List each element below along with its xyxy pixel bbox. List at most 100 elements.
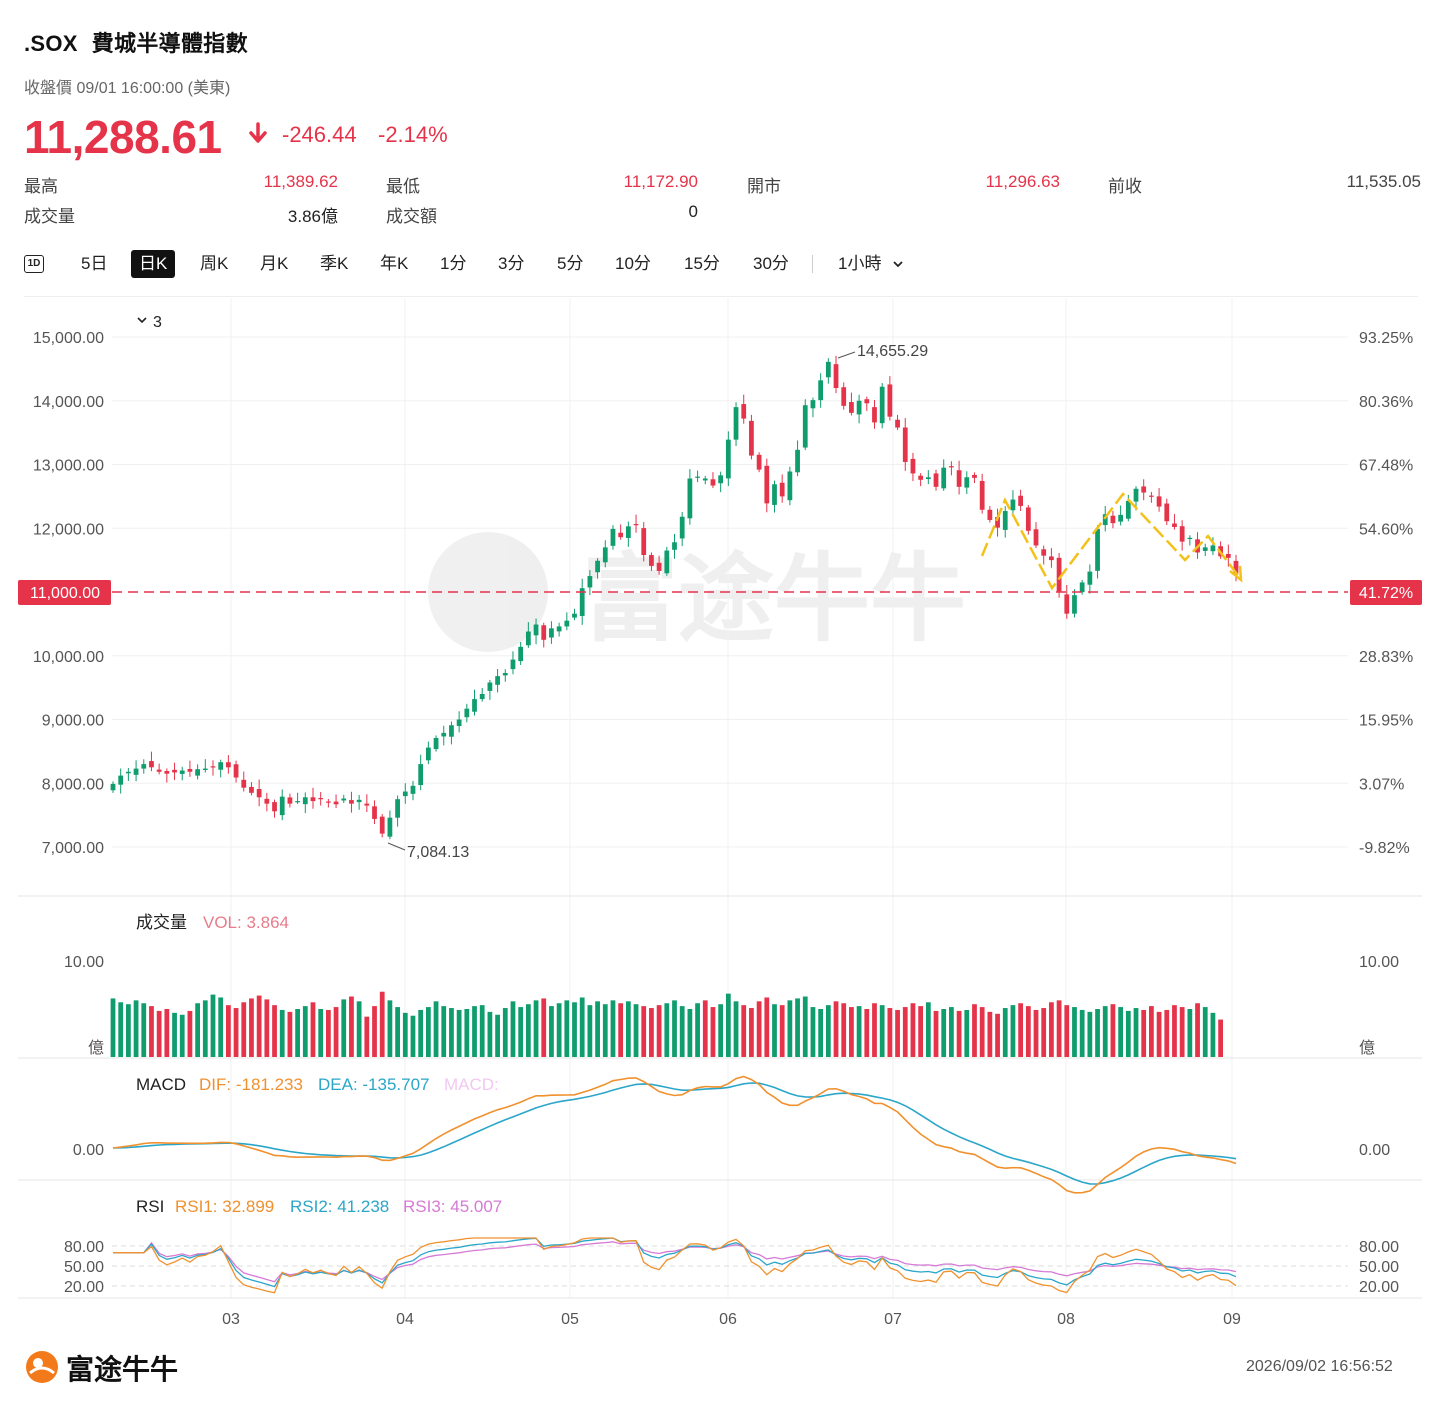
candle-body bbox=[164, 771, 170, 774]
candle bbox=[541, 622, 547, 648]
y-tick-right: 93.25% bbox=[1359, 330, 1413, 347]
candle-body bbox=[1110, 515, 1116, 524]
reference-label-left: 11,000.00 bbox=[18, 580, 111, 605]
volume-bar bbox=[841, 1003, 847, 1057]
tab-3min[interactable]: 3分 bbox=[498, 254, 525, 273]
candle bbox=[218, 759, 224, 778]
tab-1min[interactable]: 1分 bbox=[440, 254, 467, 273]
candle-body bbox=[372, 806, 377, 819]
volume-bar bbox=[402, 1012, 408, 1057]
candle bbox=[802, 399, 808, 451]
tab-5min[interactable]: 5分 bbox=[557, 254, 584, 273]
volume-bar bbox=[310, 1002, 316, 1057]
candle-body bbox=[418, 764, 424, 786]
candle bbox=[972, 472, 977, 483]
volume-bar bbox=[287, 1011, 293, 1057]
candle bbox=[1064, 584, 1070, 619]
volume-bar bbox=[733, 1001, 739, 1057]
tab-daily-k[interactable]: 日K bbox=[131, 250, 176, 278]
candle-body bbox=[995, 516, 1000, 528]
candle bbox=[956, 460, 962, 495]
volume-bar bbox=[318, 1009, 324, 1057]
tab-10min[interactable]: 10分 bbox=[615, 254, 651, 273]
candle bbox=[164, 768, 170, 783]
candle-body bbox=[741, 404, 747, 419]
candle bbox=[1079, 579, 1085, 595]
stat-value-volume: 3.86億 bbox=[287, 207, 338, 226]
tab-yearly-k[interactable]: 年K bbox=[380, 254, 409, 273]
volume-bar bbox=[456, 1009, 462, 1057]
candle bbox=[987, 506, 993, 523]
volume-bar bbox=[764, 997, 770, 1057]
stock-chart[interactable]: 富途牛牛 3 15,000.00 93.25% 14,000.00 80.36% 13,… bbox=[0, 296, 1442, 1336]
volume-bar bbox=[441, 1006, 447, 1057]
tab-weekly-k[interactable]: 周K bbox=[200, 254, 229, 273]
candle-body bbox=[541, 625, 547, 640]
candle-body bbox=[472, 699, 477, 712]
rsi-tick-left: 80.00 bbox=[64, 1239, 104, 1256]
candle bbox=[549, 621, 554, 644]
volume-bar bbox=[910, 1003, 916, 1057]
candle bbox=[702, 475, 708, 485]
volume-bar bbox=[687, 1009, 693, 1057]
candle bbox=[910, 452, 916, 482]
tab-quarterly-k[interactable]: 季K bbox=[320, 254, 349, 273]
candle-body bbox=[218, 762, 224, 770]
rsi3-value: RSI3: 45.007 bbox=[403, 1197, 502, 1216]
rsi-tick-right: 20.00 bbox=[1359, 1279, 1399, 1296]
candle-body bbox=[464, 708, 470, 718]
watermark-text: 富途牛牛 bbox=[582, 546, 966, 653]
candle bbox=[1072, 589, 1077, 618]
candle-body bbox=[764, 465, 770, 504]
candle-body bbox=[302, 797, 308, 805]
candle-body bbox=[310, 797, 316, 802]
volume-bar bbox=[1202, 1007, 1208, 1057]
volume-bar bbox=[772, 1004, 777, 1057]
candle bbox=[349, 791, 354, 813]
volume-bar bbox=[856, 1006, 862, 1057]
volume-bar bbox=[1210, 1012, 1216, 1057]
candle-body bbox=[525, 631, 531, 646]
tab-15min[interactable]: 15分 bbox=[684, 254, 720, 273]
candle bbox=[279, 789, 285, 821]
calendar-1d-icon[interactable]: 1D bbox=[24, 255, 44, 273]
x-tick-label: 05 bbox=[561, 1311, 579, 1328]
candle-body bbox=[433, 737, 439, 750]
candle-body bbox=[295, 801, 300, 803]
candle-body bbox=[1202, 547, 1208, 551]
candle-body bbox=[195, 769, 200, 776]
candle bbox=[818, 373, 824, 408]
candle bbox=[479, 688, 485, 702]
candle-body bbox=[633, 524, 639, 526]
candle-body bbox=[918, 475, 924, 480]
volume-bar bbox=[195, 1003, 200, 1057]
candle-body bbox=[1056, 557, 1062, 592]
stat-value-turnover: 0 bbox=[688, 202, 698, 221]
candle-body bbox=[1102, 514, 1108, 526]
volume-bar bbox=[572, 1002, 577, 1057]
tab-5d[interactable]: 5日 bbox=[81, 254, 108, 273]
candle-body bbox=[602, 547, 608, 563]
interval-dropdown[interactable]: 1小時 bbox=[838, 250, 904, 278]
tab-30min[interactable]: 30分 bbox=[753, 254, 789, 273]
stat-value-high: 11,389.62 bbox=[263, 172, 338, 191]
candle-body bbox=[933, 473, 939, 487]
candle bbox=[879, 383, 885, 429]
volume-bar bbox=[710, 1007, 716, 1057]
candle bbox=[179, 766, 185, 781]
candle bbox=[941, 459, 947, 491]
candle bbox=[933, 469, 939, 491]
candle bbox=[325, 798, 331, 808]
candle-body bbox=[972, 474, 977, 478]
futu-logo-icon bbox=[26, 1351, 58, 1383]
candle-body bbox=[449, 725, 454, 737]
candle-body bbox=[1149, 495, 1154, 497]
volume-bar bbox=[879, 1005, 885, 1057]
candle-body bbox=[1041, 549, 1047, 556]
candle bbox=[795, 440, 800, 477]
macd-label: MACD bbox=[136, 1075, 186, 1094]
indicator-toggle[interactable]: 3 bbox=[137, 314, 162, 331]
candle-body bbox=[656, 562, 662, 571]
tab-monthly-k[interactable]: 月K bbox=[260, 254, 289, 273]
volume-bar bbox=[556, 1003, 562, 1057]
